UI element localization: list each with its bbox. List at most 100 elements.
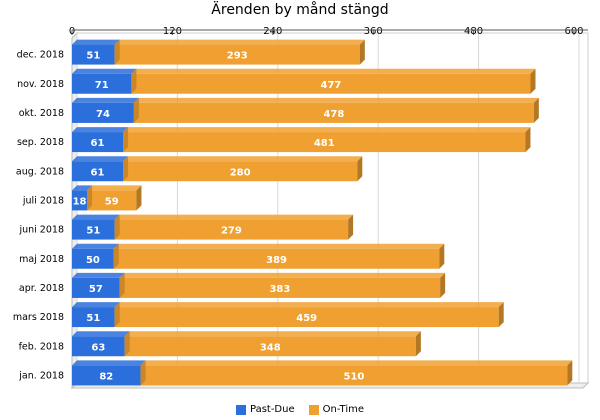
bar-on-time-value-label: 383 [269, 284, 290, 295]
bar-on-time-top [87, 185, 142, 191]
bar-on-time [140, 365, 568, 386]
category-label: jan. 2018 [18, 370, 64, 381]
bar-on-time-top [113, 243, 445, 249]
bar-divider-face [140, 360, 146, 386]
bar-divider-face [131, 68, 137, 94]
category-label: feb. 2018 [19, 341, 64, 352]
category-label: aug. 2018 [16, 166, 64, 177]
bar-past-due [72, 44, 115, 65]
bar-past-due-top [72, 127, 129, 133]
bar-past-due [72, 248, 114, 269]
bar-past-due-value-label: 57 [89, 284, 103, 295]
x-tick-label: 240 [263, 26, 282, 37]
bar-past-due [72, 161, 124, 182]
bar-on-time-top [114, 39, 365, 45]
bar-past-due-top [72, 243, 119, 249]
axis-layer: 0 120 240 360 480 600 dec. 2018 nov. 2018 okt. 2… [13, 26, 588, 381]
bar-side-face [415, 331, 421, 357]
bar-past-due-top [72, 39, 120, 45]
bar-side-face [498, 302, 504, 328]
bar-past-due [72, 365, 141, 386]
bar-divider-face [123, 127, 129, 153]
bar-on-time-value-label: 279 [221, 226, 242, 237]
bar-divider-face [114, 302, 120, 328]
x-tick-label: 480 [464, 26, 483, 37]
bar-on-time-value-label: 478 [323, 109, 344, 120]
bar-on-time-value-label: 348 [260, 342, 281, 353]
bar-on-time [131, 73, 531, 94]
bar-side-face [359, 39, 365, 65]
x-tick-label: 360 [364, 26, 383, 37]
category-label: maj 2018 [19, 254, 64, 265]
bar-past-due [72, 190, 88, 211]
bar-past-due [72, 336, 125, 357]
legend-swatch-on-time [308, 404, 319, 415]
bar-past-due [72, 73, 132, 94]
bar-side-face [348, 214, 354, 240]
legend-item-on-time[interactable]: On-Time [308, 404, 364, 415]
bar-side-face [136, 185, 142, 211]
x-tick-label: 600 [564, 26, 583, 37]
bar-divider-face [133, 97, 139, 123]
bar-divider-face [124, 331, 130, 357]
bar-past-due-value-label: 50 [86, 255, 100, 266]
bar-on-time-top [114, 214, 354, 220]
bar-on-time [114, 219, 349, 240]
bar-on-time-top [123, 156, 363, 162]
bar-on-time [87, 190, 137, 211]
category-label: dec. 2018 [17, 50, 64, 61]
bar-on-time-value-label: 510 [344, 371, 365, 382]
bar-on-time [119, 277, 441, 298]
category-label: juni 2018 [18, 225, 64, 236]
chart-title: Ärenden by månd stängd [211, 2, 389, 18]
bar-on-time-value-label: 459 [296, 313, 317, 324]
bar-on-time-value-label: 293 [227, 51, 248, 62]
bar-on-time-value-label: 389 [266, 255, 287, 266]
bar-divider-face [87, 185, 93, 211]
bar-past-due-top [72, 97, 139, 103]
bar-past-due [72, 102, 134, 123]
bar-past-due-top [72, 360, 146, 366]
bar-divider-face [123, 156, 129, 182]
bar-on-time [114, 44, 360, 65]
legend-item-past-due[interactable]: Past-Due [235, 404, 295, 415]
bar-past-due [72, 219, 115, 240]
legend-label-past-due: Past-Due [249, 404, 295, 415]
bar-past-due-value-label: 82 [99, 371, 113, 382]
bar-past-due-top [72, 214, 120, 220]
bar-on-time-top [140, 360, 573, 366]
bar-on-time [123, 161, 358, 182]
bar-past-due-value-label: 51 [86, 226, 100, 237]
bar-past-due-top [72, 331, 130, 337]
bar-on-time-top [133, 97, 539, 103]
category-label: okt. 2018 [19, 108, 64, 119]
bar-past-due-value-label: 63 [91, 342, 105, 353]
bar-side-face [439, 243, 445, 269]
bar-past-due-top [72, 156, 129, 162]
bar-past-due-top [72, 185, 93, 191]
legend: Past-Due On-Time [0, 404, 600, 415]
bar-side-face [525, 127, 531, 153]
bars-layer: 51 293 71 477 74 478 61 481 61 280 18 59 51 279 50 389 5… [72, 39, 573, 386]
bar-side-face [530, 68, 536, 94]
category-label: nov. 2018 [17, 79, 64, 90]
bar-past-due [72, 307, 115, 328]
bar-on-time [113, 248, 440, 269]
bar-past-due-value-label: 74 [96, 109, 110, 120]
bar-past-due-value-label: 61 [91, 138, 105, 149]
bar-on-time-top [119, 272, 446, 278]
bar-past-due-top [72, 272, 125, 278]
bar-on-time [133, 102, 534, 123]
bar-past-due-top [72, 302, 120, 308]
x-tick-label: 120 [163, 26, 182, 37]
category-label: apr. 2018 [19, 283, 64, 294]
bar-divider-face [113, 243, 119, 269]
legend-swatch-past-due [235, 404, 246, 415]
bar-on-time-top [123, 127, 531, 133]
bar-past-due-value-label: 51 [86, 51, 100, 62]
bar-divider-face [119, 272, 125, 298]
bar-divider-face [114, 214, 120, 240]
bar-side-face [357, 156, 363, 182]
bar-on-time-value-label: 280 [230, 167, 251, 178]
